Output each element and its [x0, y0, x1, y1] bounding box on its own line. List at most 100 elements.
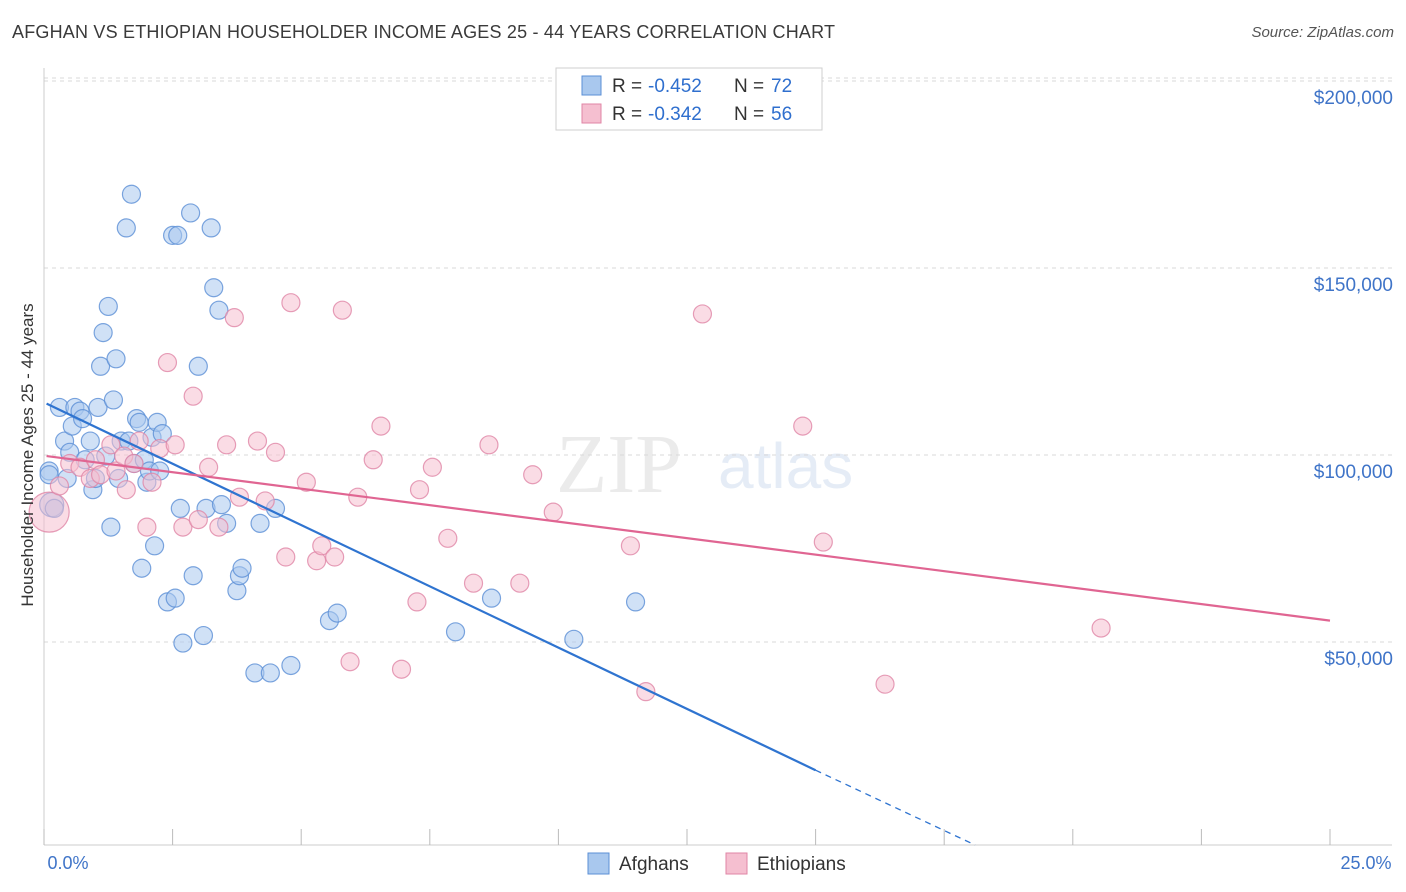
point-ethiopians-49: [543, 502, 563, 522]
point-ethiopians-21: [199, 457, 219, 477]
series-ethiopians: [28, 293, 1111, 702]
point-afghans-69: [564, 629, 584, 649]
point-ethiopians-30: [281, 293, 301, 313]
point-ethiopians-34: [325, 547, 345, 567]
point-ethiopians-22: [209, 517, 229, 537]
chart-title: AFGHAN VS ETHIOPIAN HOUSEHOLDER INCOME A…: [12, 22, 836, 42]
point-afghans-59: [232, 558, 252, 578]
y-axis-label: Householder Income Ages 25 - 44 years: [18, 303, 37, 606]
point-ethiopians-54: [813, 532, 833, 552]
point-afghans-21: [101, 517, 121, 537]
legend-r-label-ethiopians: R =: [612, 104, 642, 125]
point-ethiopians-48: [523, 465, 543, 485]
point-ethiopians-45: [463, 573, 484, 593]
point-afghans-44: [168, 225, 188, 245]
point-afghans-45: [170, 498, 190, 518]
point-afghans-61: [250, 513, 270, 533]
point-ethiopians-31: [296, 472, 316, 492]
point-afghans-18: [93, 323, 113, 343]
point-afghans-52: [201, 218, 221, 238]
point-ethiopians-47: [510, 573, 530, 593]
y-tick-labels: $50,000 $100,000 $150,000 $200,000: [1314, 88, 1393, 670]
point-ethiopians-38: [363, 450, 383, 470]
point-ethiopians-20: [188, 510, 208, 530]
legend-n-value-afghans: 72: [771, 76, 792, 97]
watermark: ZIP atlas: [556, 418, 853, 511]
point-afghans-13: [80, 431, 100, 451]
point-ethiopians-53: [793, 416, 813, 436]
legend-bottom-swatch-ethiopians: [725, 852, 748, 875]
point-afghans-50: [193, 625, 214, 646]
point-ethiopians-56: [1091, 618, 1111, 638]
legend-n-value-ethiopians: 56: [771, 104, 792, 125]
legend-n-label-afghans: N =: [734, 76, 764, 97]
trend-line-ethiopians: [46, 454, 1331, 622]
legend-swatch-afghans: [581, 75, 602, 96]
point-afghans-48: [183, 566, 203, 586]
point-afghans-16: [88, 397, 108, 418]
point-ethiopians-35: [332, 300, 352, 320]
point-afghans-47: [181, 203, 201, 223]
point-afghans-55: [211, 495, 232, 515]
trend-line-afghans: [46, 402, 817, 772]
legend-bottom-swatch-afghans: [587, 852, 610, 875]
point-afghans-17: [90, 356, 111, 376]
point-afghans-54: [209, 300, 229, 320]
point-afghans-31: [129, 412, 149, 432]
point-ethiopians-14: [142, 472, 162, 492]
point-ethiopians-23: [217, 435, 237, 455]
point-ethiopians-36: [340, 652, 360, 672]
y-tick-label-1: $100,000: [1314, 462, 1393, 483]
trend-lines: [46, 402, 1331, 846]
point-afghans-66: [327, 603, 347, 623]
point-afghans-70: [625, 592, 646, 612]
point-ethiopians-24: [224, 308, 244, 328]
point-afghans-64: [281, 655, 301, 676]
point-ethiopians-39: [371, 416, 391, 436]
point-ethiopians-33: [312, 536, 332, 556]
point-ethiopians-7: [101, 435, 121, 455]
x-tick-label-max: 25.0%: [1340, 853, 1391, 873]
legend-bottom-label-afghans: Afghans: [619, 854, 689, 875]
trend-line-afghans-extension: [815, 769, 976, 846]
point-afghans-43: [165, 588, 185, 608]
legend-r-value-ethiopians: -0.342: [648, 104, 702, 125]
point-ethiopians-1: [49, 476, 70, 496]
point-afghans-67: [445, 622, 466, 642]
source-label: Source: ZipAtlas.com: [1251, 24, 1394, 41]
point-ethiopians-18: [173, 517, 193, 537]
point-ethiopians-43: [422, 457, 442, 477]
point-ethiopians-40: [391, 659, 412, 679]
point-ethiopians-29: [276, 547, 296, 567]
point-ethiopians-44: [438, 528, 458, 548]
correlation-legend: R = -0.452 N = 72 R = -0.342 N = 56: [555, 67, 823, 131]
point-afghans-53: [204, 278, 224, 298]
point-afghans-22: [103, 390, 124, 410]
point-ethiopians-11: [124, 453, 144, 474]
legend-r-value-afghans: -0.452: [648, 76, 702, 97]
x-tick-label-min: 0.0%: [47, 853, 88, 873]
point-afghans-28: [121, 184, 142, 204]
point-ethiopians-13: [137, 517, 157, 537]
legend-bottom-label-ethiopians: Ethiopians: [757, 854, 846, 875]
point-ethiopians-26: [247, 431, 268, 451]
point-ethiopians-41: [407, 592, 427, 612]
y-tick-label-2: $150,000: [1314, 275, 1393, 296]
point-ethiopians-42: [409, 480, 430, 500]
point-ethiopians-17: [165, 435, 185, 455]
axes: [43, 68, 1392, 846]
point-ethiopians-28: [265, 442, 286, 462]
series-legend: Afghans Ethiopians: [587, 852, 846, 875]
point-afghans-23: [106, 349, 126, 369]
legend-swatch-ethiopians: [581, 103, 602, 124]
point-afghans-37: [144, 536, 165, 556]
point-ethiopians-19: [183, 386, 203, 406]
point-afghans-46: [173, 633, 193, 653]
point-afghans-68: [481, 588, 502, 608]
series-afghans: [39, 184, 646, 683]
point-ethiopians-25: [229, 487, 250, 507]
point-ethiopians-55: [875, 674, 895, 694]
point-afghans-32: [132, 558, 152, 578]
point-afghans-26: [116, 218, 136, 238]
